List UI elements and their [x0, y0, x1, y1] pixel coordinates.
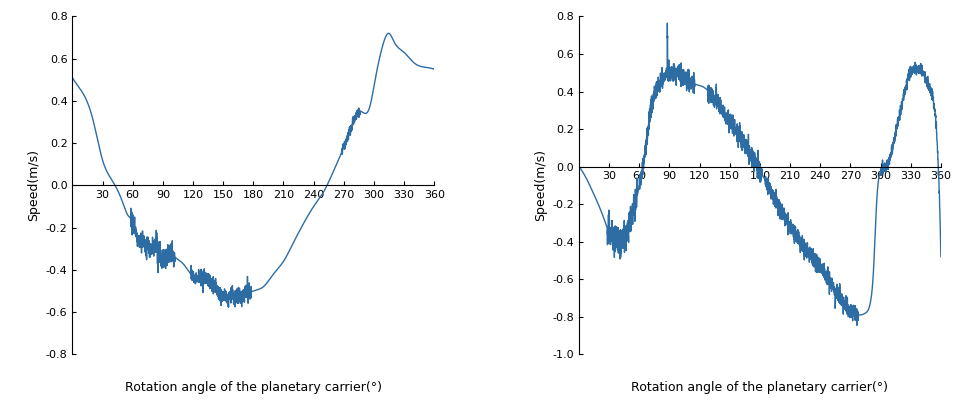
Y-axis label: Speed(m/s): Speed(m/s) — [534, 150, 547, 221]
X-axis label: Rotation angle of the planetary carrier(°): Rotation angle of the planetary carrier(… — [631, 382, 889, 394]
Y-axis label: Speed(m/s): Speed(m/s) — [27, 150, 41, 221]
X-axis label: Rotation angle of the planetary carrier(°): Rotation angle of the planetary carrier(… — [124, 382, 382, 394]
